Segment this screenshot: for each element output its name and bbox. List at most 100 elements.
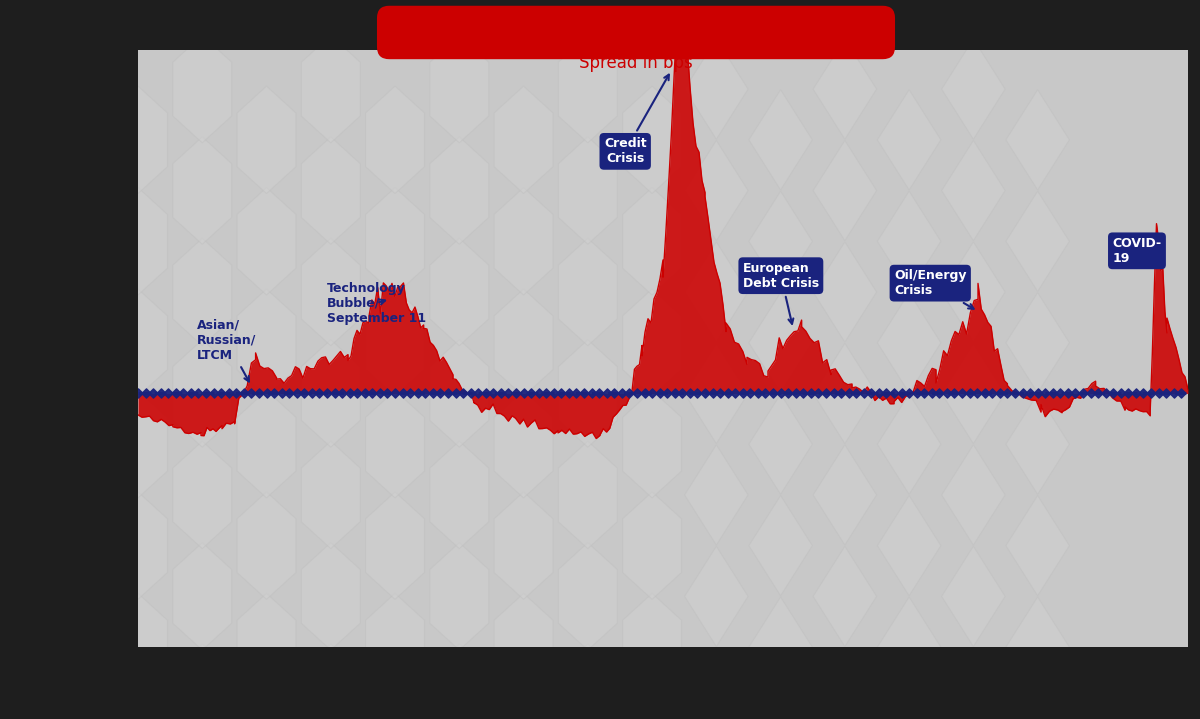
Point bbox=[552, 388, 571, 399]
Point bbox=[953, 388, 972, 399]
Point bbox=[484, 388, 503, 399]
Point bbox=[892, 388, 911, 399]
Polygon shape bbox=[494, 289, 553, 396]
Point bbox=[340, 388, 359, 399]
Polygon shape bbox=[44, 238, 103, 346]
Point bbox=[522, 388, 541, 399]
Polygon shape bbox=[301, 238, 360, 346]
Point bbox=[220, 388, 239, 399]
Point bbox=[227, 388, 246, 399]
Point bbox=[832, 388, 851, 399]
Point bbox=[793, 388, 812, 399]
Polygon shape bbox=[238, 86, 296, 193]
Polygon shape bbox=[173, 137, 232, 244]
Polygon shape bbox=[366, 593, 425, 701]
Point bbox=[802, 388, 821, 399]
Polygon shape bbox=[430, 644, 488, 719]
Point bbox=[566, 388, 586, 399]
Polygon shape bbox=[44, 644, 103, 719]
Point bbox=[575, 388, 594, 399]
Polygon shape bbox=[814, 242, 877, 342]
Point bbox=[287, 388, 306, 399]
Polygon shape bbox=[749, 597, 812, 697]
Point bbox=[499, 388, 518, 399]
Point bbox=[824, 388, 844, 399]
Polygon shape bbox=[749, 90, 812, 190]
Point bbox=[605, 388, 624, 399]
Point bbox=[650, 388, 670, 399]
Polygon shape bbox=[366, 390, 425, 498]
Point bbox=[181, 388, 200, 399]
Point bbox=[635, 388, 654, 399]
Polygon shape bbox=[623, 695, 682, 719]
Polygon shape bbox=[877, 698, 941, 719]
Point bbox=[756, 388, 775, 399]
Polygon shape bbox=[749, 394, 812, 495]
Polygon shape bbox=[684, 39, 748, 139]
Point bbox=[976, 388, 995, 399]
Polygon shape bbox=[301, 340, 360, 447]
Point bbox=[1066, 388, 1085, 399]
Polygon shape bbox=[366, 492, 425, 600]
Polygon shape bbox=[173, 35, 232, 143]
Polygon shape bbox=[366, 289, 425, 396]
Point bbox=[529, 388, 548, 399]
Point bbox=[1028, 388, 1048, 399]
Point bbox=[401, 388, 420, 399]
Point bbox=[204, 388, 223, 399]
Point bbox=[786, 388, 805, 399]
Polygon shape bbox=[558, 137, 617, 244]
Point bbox=[733, 388, 752, 399]
Polygon shape bbox=[1006, 90, 1069, 190]
Point bbox=[642, 388, 661, 399]
Point bbox=[1088, 388, 1108, 399]
Point bbox=[378, 388, 397, 399]
Polygon shape bbox=[173, 441, 232, 549]
Point bbox=[559, 388, 578, 399]
Polygon shape bbox=[494, 390, 553, 498]
Polygon shape bbox=[173, 340, 232, 447]
Polygon shape bbox=[684, 344, 748, 444]
Point bbox=[900, 388, 919, 399]
Polygon shape bbox=[942, 140, 1006, 241]
Point bbox=[710, 388, 730, 399]
Point bbox=[174, 388, 193, 399]
Point bbox=[476, 388, 496, 399]
Point bbox=[990, 388, 1009, 399]
Point bbox=[598, 388, 617, 399]
Point bbox=[854, 388, 874, 399]
Point bbox=[1006, 388, 1025, 399]
Point bbox=[408, 388, 427, 399]
Point bbox=[424, 388, 443, 399]
Point bbox=[937, 388, 956, 399]
Point bbox=[1058, 388, 1078, 399]
Point bbox=[491, 388, 510, 399]
Point bbox=[310, 388, 329, 399]
Text: Asian/
Russian/
LTCM: Asian/ Russian/ LTCM bbox=[197, 319, 256, 382]
Point bbox=[914, 388, 934, 399]
Polygon shape bbox=[494, 492, 553, 600]
Point bbox=[1118, 388, 1138, 399]
Point bbox=[332, 388, 352, 399]
Polygon shape bbox=[430, 137, 488, 244]
Polygon shape bbox=[1006, 597, 1069, 697]
Polygon shape bbox=[1006, 698, 1069, 719]
Polygon shape bbox=[877, 191, 941, 291]
Polygon shape bbox=[877, 394, 941, 495]
Point bbox=[158, 388, 178, 399]
Point bbox=[779, 388, 798, 399]
Polygon shape bbox=[623, 188, 682, 295]
Polygon shape bbox=[44, 35, 103, 143]
Polygon shape bbox=[301, 543, 360, 650]
Point bbox=[211, 388, 230, 399]
Polygon shape bbox=[623, 86, 682, 193]
Polygon shape bbox=[684, 242, 748, 342]
Text: U.S. High Yield Index Spread: U.S. High Yield Index Spread bbox=[389, 18, 883, 47]
Polygon shape bbox=[942, 39, 1006, 139]
Polygon shape bbox=[877, 293, 941, 393]
Point bbox=[862, 388, 881, 399]
Point bbox=[144, 388, 163, 399]
Polygon shape bbox=[684, 140, 748, 241]
Polygon shape bbox=[942, 242, 1006, 342]
Polygon shape bbox=[623, 390, 682, 498]
